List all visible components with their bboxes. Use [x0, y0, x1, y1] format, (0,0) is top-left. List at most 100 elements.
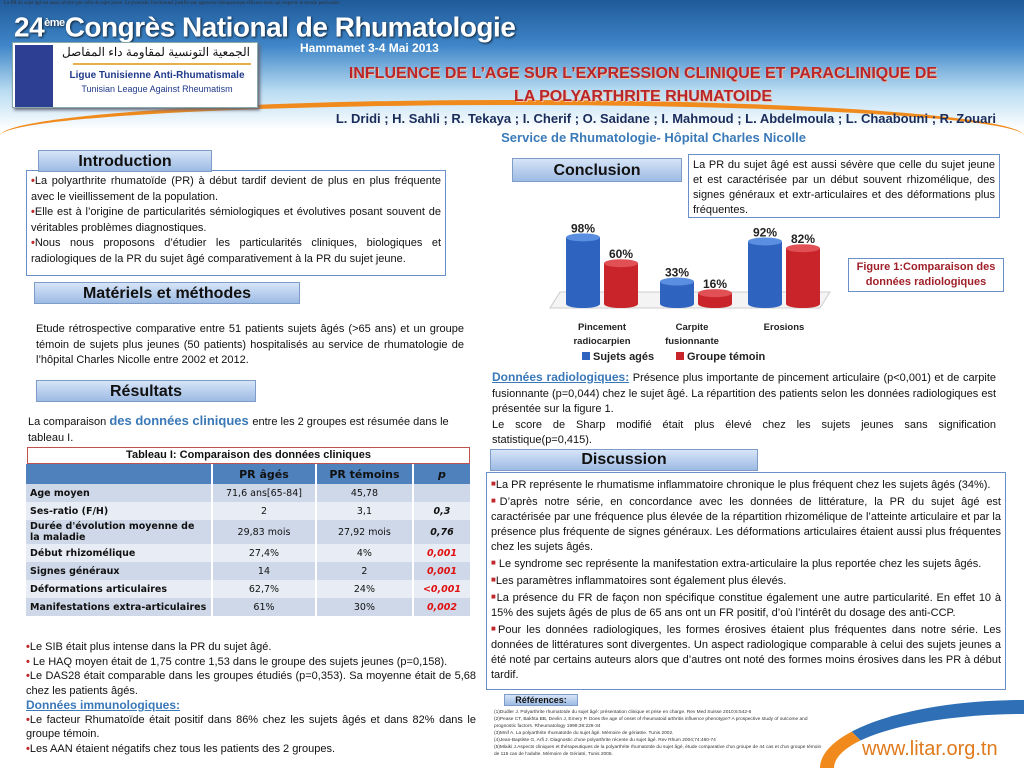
- conclusion-heading: Conclusion: [512, 158, 682, 182]
- bar-base-0-0: [566, 300, 600, 308]
- table-cell: [412, 484, 473, 502]
- reference-item: (1)Dudler J. Polyarthrite rhumatoïde du …: [494, 710, 752, 715]
- discussion-item: La PR représente le rhumatisme inflammat…: [491, 476, 1001, 493]
- figure-caption: Figure 1:Comparaison des données radiolo…: [848, 258, 1004, 292]
- logo-english-text: Tunisian League Against Rheumatism: [81, 84, 233, 94]
- table-cell: Durée d'évolution moyenne de la maladie: [26, 520, 213, 544]
- data-label: 16%: [703, 277, 727, 291]
- table-cell: 71,6 ans[65-84]: [212, 484, 317, 502]
- decorative-swoosh: [0, 100, 1024, 136]
- reference-item: (5)Mlaiki J.Aspects cliniques et thérape…: [494, 745, 822, 757]
- service: Service de Rhumatologie- Hôpital Charles…: [501, 130, 806, 145]
- immuno-bullet: Les AAN étaient négatifs chez tous les p…: [26, 742, 476, 757]
- table-header: PR âgés: [212, 464, 317, 484]
- discussion-item: Pour les données radiologiques, les form…: [491, 621, 1001, 683]
- clinical-data-table: PR âgés PR témoins p Age moyen 71,6 ans[6…: [26, 464, 473, 616]
- discussion-item: La présence du FR de façon non spécifiqu…: [491, 589, 1001, 621]
- bar-base-1-0: [660, 300, 694, 308]
- results-heading: Résultats: [36, 380, 256, 402]
- methods-heading: Matériels et méthodes: [34, 282, 300, 304]
- methods-text: Etude rétrospective comparative entre 51…: [36, 323, 464, 366]
- references-list: (1)Dudler J. Polyarthrite rhumatoïde du …: [494, 709, 824, 758]
- intro-bullet: La polyarthrite rhumatoïde (PR) à début …: [31, 174, 441, 205]
- poster-title-line1: INFLUENCE DE L’AGE SUR L’EXPRESSION CLIN…: [348, 65, 938, 82]
- radiology-bar-chart: 98% 33% 92% 60% 16% 82% Pincement radiocarpien C…: [549, 222, 831, 363]
- intro-bullet: Nous nous proposons d’étudier les partic…: [31, 236, 441, 267]
- introduction-heading: Introduction: [38, 150, 212, 172]
- bar-1-1: [698, 293, 732, 304]
- category-label: Carpite: [676, 322, 709, 333]
- table-cell: Age moyen: [26, 484, 213, 502]
- radiology-text1: Présence plus importante de pincement ar…: [492, 372, 996, 415]
- references-heading: Références:: [504, 694, 578, 706]
- table-cell: 0,3: [412, 502, 473, 520]
- table-cell: <0,001: [412, 580, 473, 598]
- bar-1-0: [660, 281, 694, 304]
- table-cell: 0,002: [412, 598, 473, 616]
- results-bullet: Le HAQ moyen était de 1,75 contre 1,53 d…: [26, 655, 476, 670]
- category-label: radiocarpien: [573, 336, 630, 347]
- table-cell: 0,001: [412, 544, 473, 562]
- data-label: 82%: [791, 232, 815, 246]
- results-intro-highlight: des données cliniques: [109, 413, 253, 428]
- logo-arabic-text: الجمعية التونسية لمقاومة داء المفاصل: [62, 45, 250, 59]
- poster-title-line2: LA POLYARTHRITE RHUMATOIDE: [513, 88, 773, 105]
- immuno-heading: Données immunologiques:: [26, 698, 181, 712]
- category-label: fusionnante: [665, 336, 719, 347]
- radiology-text2: Le score de Sharp modifié était plus éle…: [492, 418, 996, 447]
- congress-suffix: ème: [44, 17, 65, 29]
- table-cell: 27,4%: [212, 544, 317, 562]
- bar-0-1: [604, 263, 638, 304]
- table-header: PR témoins: [315, 464, 414, 484]
- bar-base-2-1: [786, 300, 820, 308]
- bar-2-1: [786, 248, 820, 304]
- table-row: Manifestations extra-articulaires 61% 30% 0…: [26, 598, 473, 616]
- table-cell: 24%: [315, 580, 414, 598]
- immuno-bullet: Le facteur Rhumatoïde était positif dans…: [26, 713, 476, 742]
- table-row: Age moyen 71,6 ans[65-84] 45,78: [26, 484, 473, 502]
- table-header: [26, 464, 213, 484]
- table-cell: 29,83 mois: [212, 520, 317, 544]
- results-bullets: Le SIB était plus intense dans la PR du …: [26, 640, 476, 756]
- congress-city-date: Hammamet 3-4 Mai 2013: [300, 41, 439, 55]
- results-intro: La comparaison des données cliniques ent…: [28, 413, 458, 446]
- table-cell: 0,76: [412, 520, 473, 544]
- introduction-box: La polyarthrite rhumatoïde (PR) à début …: [26, 170, 446, 276]
- table-cell: 61%: [212, 598, 317, 616]
- radiology-text: Données radiologiques: Présence plus imp…: [492, 370, 996, 449]
- table-row: Ses-ratio (F/H) 2 3,1 0,3: [26, 502, 473, 520]
- radiology-heading: Données radiologiques:: [492, 370, 630, 384]
- litar-logo: الجمعية التونسية لمقاومة داء المفاصل Lig…: [12, 42, 258, 108]
- table-cell: Ses-ratio (F/H): [26, 502, 213, 520]
- header-tiny-text: La PR du sujet âgé est aussi sévère que …: [4, 1, 341, 6]
- table-cell: 0,001: [412, 562, 473, 580]
- bar-top-0-1: [604, 259, 638, 268]
- table-cell: Déformations articulaires: [26, 580, 213, 598]
- reference-item: (4)Jean-Baptiste G, Arfi J. Diagnostic d…: [494, 738, 716, 743]
- table-cell: Début rhizomélique: [26, 544, 213, 562]
- table-cell: 62,7%: [212, 580, 317, 598]
- results-bullet: Le SIB était plus intense dans la PR du …: [26, 640, 476, 655]
- table-cell: 3,1: [315, 502, 414, 520]
- intro-bullet: Elle est à l’origine de particularités s…: [31, 205, 441, 236]
- discussion-box: La PR représente le rhumatisme inflammat…: [486, 472, 1006, 690]
- data-label: 33%: [665, 266, 689, 280]
- results-intro-text: La comparaison: [28, 416, 110, 428]
- bar-top-1-1: [698, 289, 732, 298]
- legend-label: Sujets agés: [593, 351, 654, 363]
- table-cell: Manifestations extra-articulaires: [26, 598, 213, 616]
- bar-0-0: [566, 237, 600, 304]
- discussion-item: D’après notre série, en concordance avec…: [491, 493, 1001, 555]
- data-label: 98%: [571, 222, 595, 235]
- table-row: Déformations articulaires 62,7% 24% <0,001: [26, 580, 473, 598]
- bar-base-1-1: [698, 300, 732, 308]
- bar-top-2-0: [748, 237, 782, 246]
- category-label: Pincement: [578, 322, 627, 333]
- table-cell: 14: [212, 562, 317, 580]
- website-link[interactable]: www.litar.org.tn: [862, 738, 998, 760]
- table-cell: Signes généraux: [26, 562, 213, 580]
- table-cell: 4%: [315, 544, 414, 562]
- congress-number: 24: [14, 11, 45, 43]
- reference-item: (2)Pease CT, Bakhta BB, Devlin J, Emery …: [494, 717, 808, 729]
- table-caption: Tableau I: Comparaison des données clini…: [27, 447, 470, 464]
